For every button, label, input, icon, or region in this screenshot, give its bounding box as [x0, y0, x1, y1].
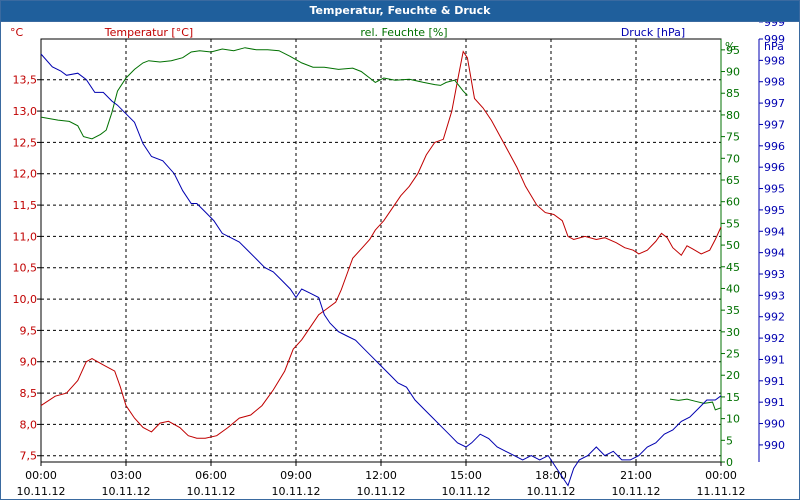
x-tick-time: 06:00	[195, 469, 227, 482]
x-tick-time: 12:00	[365, 469, 397, 482]
humidity-tick-label: 95	[726, 44, 740, 57]
humidity-tick-label: 30	[726, 326, 740, 339]
x-tick-time: 15:00	[450, 469, 482, 482]
pressure-tick-label: 997	[764, 97, 785, 110]
pressure-tick-label: 990	[764, 439, 785, 452]
weather-chart: 7,5 8,0 8,5 9,0 9,5 10,0 10,5 11,0 11,5 12,0 12,5 1…	[10, 22, 785, 498]
humidity-tick-label: 75	[726, 131, 740, 144]
temp-tick-label: 12,5	[13, 136, 38, 149]
humidity-tick-label: 45	[726, 261, 740, 274]
pressure-tick-label: 994	[764, 225, 785, 238]
pressure-tick-label: 996	[764, 161, 785, 174]
x-tick-time: 03:00	[110, 469, 142, 482]
x-tick-date: 11.11.12	[697, 485, 746, 498]
pressure-tick-label: 992	[764, 332, 785, 345]
humidity-tick-label: 50	[726, 239, 740, 252]
temp-tick-label: 11,0	[13, 230, 38, 243]
x-tick-time: 09:00	[280, 469, 312, 482]
pressure-tick-label: 998	[764, 76, 785, 89]
temp-tick-label: 13,0	[13, 105, 38, 118]
pressure-series-line	[40, 53, 722, 487]
x-tick-date: 10.11.12	[102, 485, 151, 498]
temp-tick-label: 11,5	[13, 199, 38, 212]
pressure-tick-label: 992	[764, 311, 785, 324]
humidity-tick-label: 90	[726, 66, 740, 79]
pressure-tick-label: 991	[764, 353, 785, 366]
pressure-tick-label: 991	[764, 375, 785, 388]
window-title: Temperatur, Feuchte & Druck	[309, 4, 491, 17]
x-tick-time: 00:00	[705, 469, 737, 482]
temp-unit-label: °C	[10, 26, 24, 39]
x-tick-time: 21:00	[620, 469, 652, 482]
pressure-tick-label: 995	[764, 204, 785, 217]
pressure-tick-label: 999	[764, 33, 785, 46]
humidity-tick-label: 40	[726, 282, 740, 295]
title-bar: Temperatur, Feuchte & Druck	[1, 1, 799, 22]
humidity-tick-label: 10	[726, 413, 740, 426]
x-tick-date: 10.11.12	[272, 485, 321, 498]
humidity-tick-label: 70	[726, 152, 740, 165]
temp-tick-label: 13,5	[13, 74, 38, 87]
temperature-series-line	[40, 50, 722, 439]
pressure-unit-label: hPa	[764, 40, 784, 53]
humidity-series-line	[40, 47, 468, 140]
temp-tick-label: 7,5	[20, 450, 38, 463]
humidity-tick-label: 5	[726, 434, 733, 447]
x-tick-date: 10.11.12	[527, 485, 576, 498]
pressure-tick-label: 998	[764, 54, 785, 67]
x-tick-date: 10.11.12	[357, 485, 406, 498]
humidity-axis-title: rel. Feuchte [%]	[360, 26, 447, 39]
pressure-tick-label: 997	[764, 118, 785, 131]
pressure-tick-label: 993	[764, 268, 785, 281]
x-tick-date: 10.11.12	[612, 485, 661, 498]
pressure-tick-label: 991	[764, 396, 785, 409]
temp-tick-label: 9,0	[20, 356, 38, 369]
humidity-tick-label: 60	[726, 196, 740, 209]
temp-tick-label: 8,0	[20, 418, 38, 431]
humidity-tick-label: 85	[726, 87, 740, 100]
pressure-tick-label: 999	[764, 22, 785, 29]
pressure-axis-title: Druck [hPa]	[621, 26, 685, 39]
humidity-tick-label: 55	[726, 217, 740, 230]
pressure-tick-label: 995	[764, 183, 785, 196]
pressure-tick-label: 993	[764, 289, 785, 302]
pressure-tick-label: 996	[764, 140, 785, 153]
x-tick-time: 00:00	[25, 469, 57, 482]
humidity-tick-label: 65	[726, 174, 740, 187]
temp-tick-label: 10,0	[13, 293, 38, 306]
pressure-tick-label: 994	[764, 247, 785, 260]
pressure-tick-label: 990	[764, 418, 785, 431]
humidity-unit-label: %	[725, 40, 735, 53]
x-tick-date: 10.11.12	[17, 485, 66, 498]
humidity-tick-label: 80	[726, 109, 740, 122]
x-tick-date: 10.11.12	[187, 485, 236, 498]
temp-tick-label: 9,5	[20, 324, 38, 337]
temp-tick-label: 8,5	[20, 387, 38, 400]
temp-axis-title: Temperatur [°C]	[104, 26, 193, 39]
humidity-tick-label: 20	[726, 369, 740, 382]
temp-tick-label: 12,0	[13, 168, 38, 181]
x-tick-date: 10.11.12	[442, 485, 491, 498]
x-tick-time: 18:00	[535, 469, 567, 482]
humidity-series-line-segment	[669, 398, 722, 411]
humidity-tick-label: 0	[726, 456, 733, 469]
humidity-tick-label: 15	[726, 391, 740, 404]
humidity-tick-label: 35	[726, 304, 740, 317]
humidity-tick-label: 25	[726, 348, 740, 361]
temp-tick-label: 10,5	[13, 262, 38, 275]
